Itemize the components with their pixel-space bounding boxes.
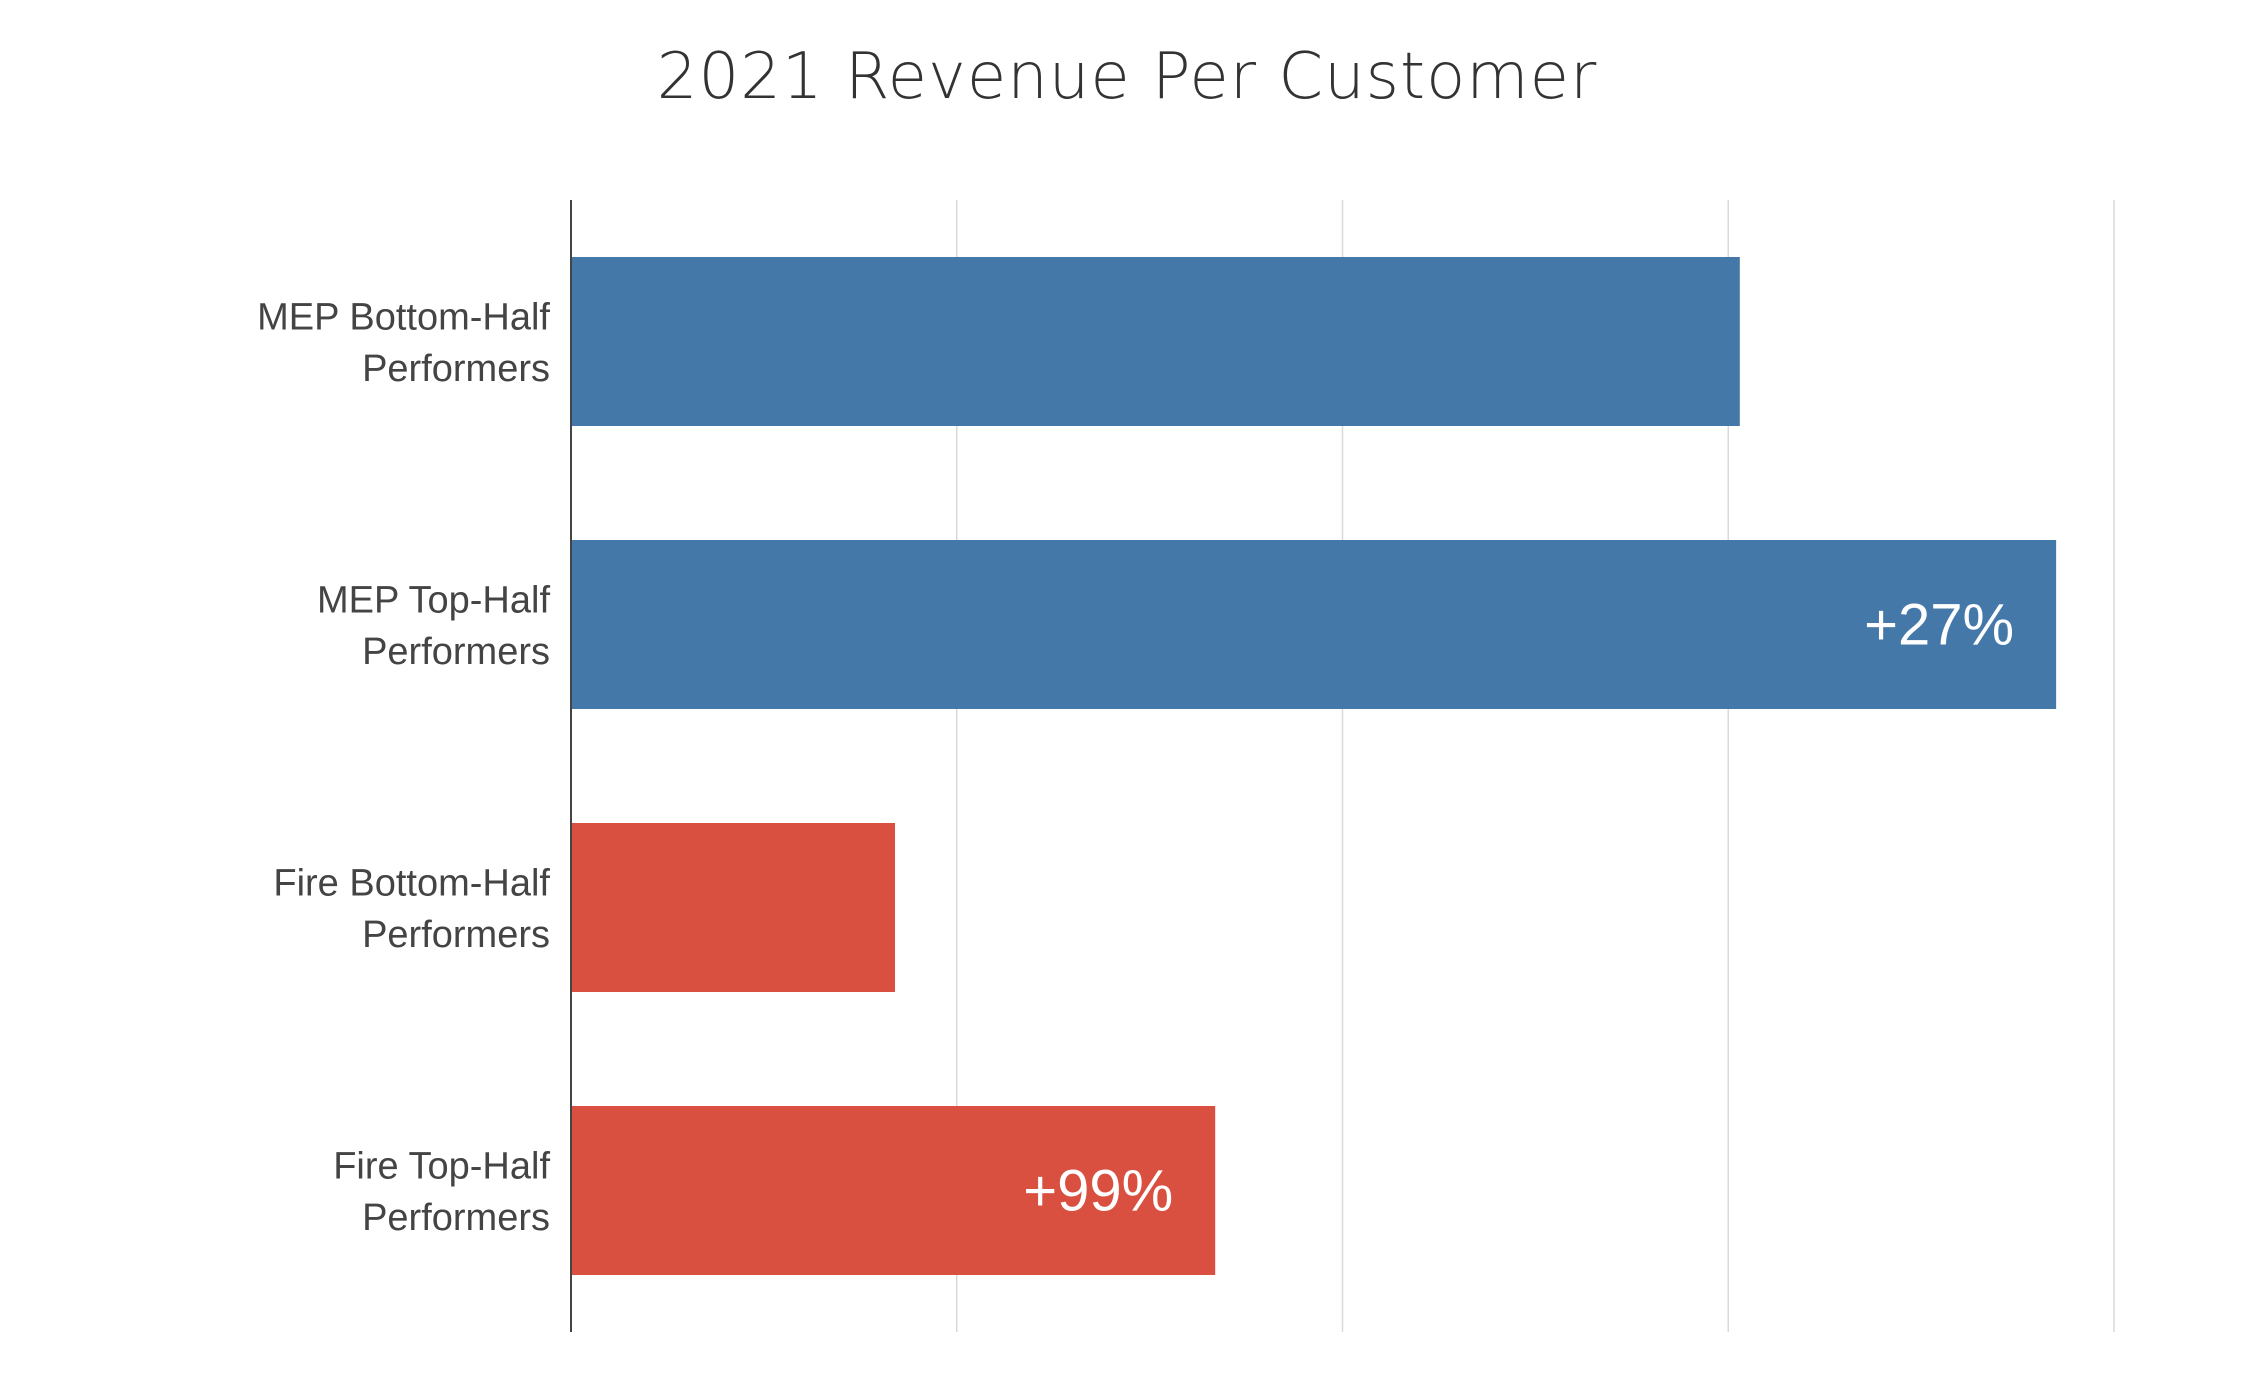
category-label: Fire Top-Half Performers (333, 1146, 550, 1239)
category-label: MEP Bottom-Half Performers (257, 297, 550, 390)
bar (571, 823, 896, 992)
bar (571, 257, 1740, 426)
category-label: MEP Top-Half Performers (317, 580, 550, 673)
bar (571, 540, 2057, 709)
data-label: +27% (1864, 593, 2014, 658)
category-label: Fire Bottom-Half Performers (273, 863, 550, 956)
chart-title: 2021 Revenue Per Customer (656, 40, 1598, 114)
bar (571, 1106, 1216, 1275)
data-label: +99% (1023, 1159, 1173, 1224)
